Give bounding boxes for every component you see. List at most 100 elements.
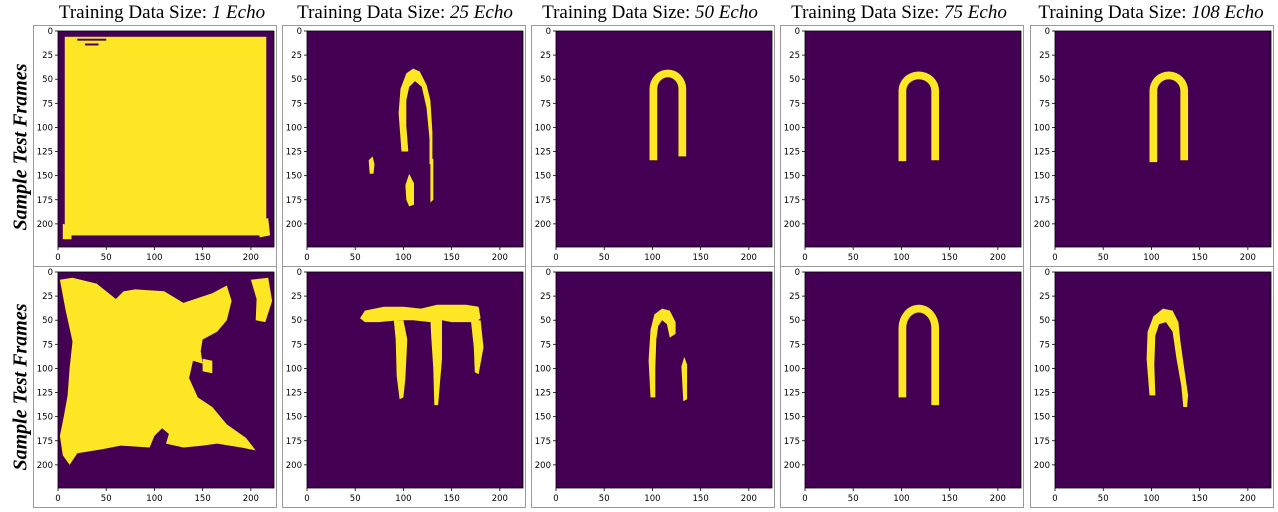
x-tick-label: 100	[395, 253, 411, 263]
background-region	[160, 349, 176, 369]
x-tick-label: 100	[893, 494, 909, 504]
x-tick-label: 200	[1240, 253, 1256, 263]
y-tick-label: 0	[297, 27, 302, 37]
x-tick-label: 200	[492, 494, 508, 504]
y-tick-label: 175	[535, 437, 551, 447]
y-tick-label: 100	[1034, 123, 1050, 133]
y-tick-label: 0	[546, 268, 551, 278]
x-tick-label: 0	[553, 494, 558, 504]
y-tick-label: 200	[535, 461, 551, 471]
row-label-2: Sample Test Frames	[9, 303, 32, 471]
y-tick-label: 150	[535, 172, 551, 182]
plot-frame	[306, 271, 524, 489]
panel-r1-c1: 0 25 50 75 100 125 150 175 200 0 50 100 150 200	[33, 25, 277, 267]
y-tick-label: 75	[42, 99, 53, 109]
plot-frame	[555, 271, 773, 489]
mask-region	[59, 277, 256, 465]
y-tick-label: 200	[286, 220, 302, 230]
y-tick-label: 50	[789, 75, 800, 85]
background-region	[58, 31, 65, 247]
y-tick-label: 0	[48, 27, 53, 37]
y-tick-label: 125	[535, 389, 551, 399]
column-title-2: Training Data Size: 25 Echo	[297, 2, 513, 23]
plot-frame	[1054, 30, 1272, 248]
image-background	[307, 272, 523, 488]
x-tick-label: 100	[644, 253, 660, 263]
y-tick-label: 25	[789, 292, 800, 302]
x-tick-label: 50	[599, 253, 610, 263]
y-tick-label: 125	[37, 148, 53, 158]
image-background	[1055, 31, 1271, 247]
y-tick-label: 25	[42, 51, 53, 61]
y-tick-label: 25	[42, 292, 53, 302]
y-tick-label: 25	[540, 292, 551, 302]
x-tick-label: 200	[741, 494, 757, 504]
y-tick-label: 150	[784, 413, 800, 423]
mask-region	[62, 223, 72, 240]
y-tick-label: 50	[42, 75, 53, 85]
y-tick-label: 125	[784, 148, 800, 158]
mask-region	[368, 156, 375, 174]
x-tick-label: 50	[848, 253, 859, 263]
y-tick-label: 175	[1034, 437, 1050, 447]
x-tick-label: 100	[395, 494, 411, 504]
y-tick-label: 175	[784, 437, 800, 447]
image-background	[556, 272, 772, 488]
mask-region	[898, 71, 940, 162]
x-tick-label: 150	[693, 494, 709, 504]
x-tick-label: 0	[802, 253, 807, 263]
background-region	[266, 31, 274, 247]
y-tick-label: 75	[789, 340, 800, 350]
x-tick-label: 150	[444, 494, 460, 504]
y-tick-label: 150	[286, 413, 302, 423]
panel-r1-c4: 0 25 50 75 100 125 150 175 200 0 50 100 150 200	[780, 25, 1024, 267]
y-tick-label: 175	[286, 196, 302, 206]
y-tick-label: 200	[37, 220, 53, 230]
column-title-1: Training Data Size: 1 Echo	[58, 2, 266, 23]
x-tick-label: 100	[146, 494, 162, 504]
x-tick-label: 200	[492, 253, 508, 263]
y-tick-label: 25	[540, 51, 551, 61]
y-tick-label: 200	[37, 461, 53, 471]
mask-region	[405, 173, 414, 207]
image-background	[307, 31, 523, 247]
mask-region	[250, 277, 273, 323]
x-tick-label: 200	[990, 494, 1006, 504]
y-tick-label: 0	[48, 268, 53, 278]
panel-r2-c4: 0 25 50 75 100 125 150 175 200 0 50 100 150 200	[780, 266, 1024, 508]
y-tick-label: 175	[1034, 196, 1050, 206]
y-tick-label: 75	[1039, 99, 1050, 109]
background-region	[202, 358, 213, 374]
y-tick-label: 100	[37, 364, 53, 374]
y-tick-label: 25	[291, 51, 302, 61]
y-tick-label: 100	[784, 364, 800, 374]
y-tick-label: 75	[1039, 340, 1050, 350]
segmentation-plot: 0 25 50 75 100 125 150 175 200 0 50 100 150 200	[37, 27, 275, 263]
y-tick-label: 200	[784, 461, 800, 471]
panel-r2-c3: 0 25 50 75 100 125 150 175 200 0 50 100 150 200	[531, 266, 775, 508]
plot-frame	[804, 271, 1022, 489]
y-tick-label: 0	[297, 268, 302, 278]
y-tick-label: 75	[789, 99, 800, 109]
y-tick-label: 100	[286, 364, 302, 374]
y-tick-label: 100	[535, 364, 551, 374]
panel-r2-c1: 0 25 50 75 100 125 150 175 200 0 50 100 150 200	[33, 266, 277, 508]
y-tick-label: 150	[535, 413, 551, 423]
x-tick-label: 50	[101, 253, 112, 263]
y-tick-label: 50	[540, 75, 551, 85]
mask-region	[1149, 71, 1189, 163]
y-tick-label: 0	[1045, 268, 1050, 278]
plot-frame	[555, 30, 773, 248]
plot-frame	[804, 30, 1022, 248]
x-tick-label: 50	[1098, 253, 1109, 263]
column-title-3: Training Data Size: 50 Echo	[542, 2, 758, 23]
mask-region	[681, 356, 688, 402]
segmentation-plot: 0 25 50 75 100 125 150 175 200 0 50 100 150 200	[535, 27, 773, 263]
x-tick-label: 50	[599, 494, 610, 504]
x-tick-label: 200	[1240, 494, 1256, 504]
x-tick-label: 100	[644, 494, 660, 504]
mask-region	[898, 304, 940, 406]
segmentation-plot: 0 25 50 75 100 125 150 175 200 0 50 100 150 200	[37, 268, 275, 504]
y-tick-label: 200	[784, 220, 800, 230]
y-tick-label: 175	[784, 196, 800, 206]
